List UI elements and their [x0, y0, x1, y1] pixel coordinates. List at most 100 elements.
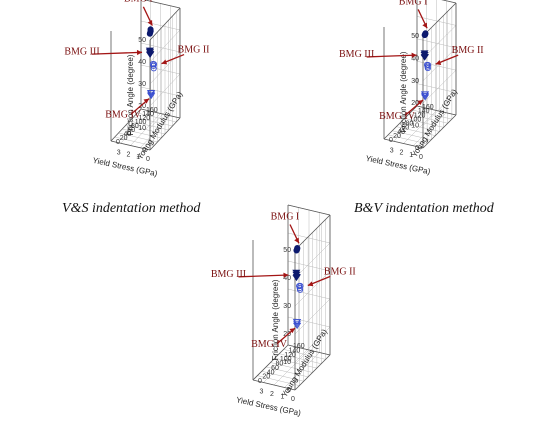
scatter-3d-plot: 010203040500123020406080100120140160Yiel… [211, 204, 356, 418]
z-tick-label: 10 [283, 359, 291, 366]
grid-line [283, 349, 326, 360]
grid-line [408, 114, 448, 124]
grid-line [114, 136, 154, 147]
grid-line [261, 371, 304, 382]
y-tick-label: 20 [120, 135, 128, 142]
z-tick-label: 50 [411, 33, 419, 40]
x-tick-label: 0 [419, 154, 423, 161]
y-tick-label: 100 [135, 119, 147, 126]
annotation-arrow [238, 274, 289, 278]
y-tick-label: 60 [127, 127, 135, 134]
grid-line [149, 29, 181, 63]
data-point [293, 323, 302, 330]
data-point [292, 321, 302, 328]
axis-box-edge [383, 105, 418, 140]
x-tick-label: 1 [409, 152, 413, 159]
grid-line [294, 242, 331, 279]
axis-box-edge [441, 0, 457, 4]
data-point [292, 319, 301, 326]
series-annotation-label: BMG IV [251, 339, 288, 350]
data-point [146, 51, 155, 58]
series-annotation-label: BMG III [339, 49, 374, 60]
y-tick-label: 160 [422, 104, 434, 111]
grid-line [129, 120, 169, 131]
y-tick-label: 0 [389, 137, 393, 144]
chart-panel-bv: 0 10 20 30 40 50 0 1 2 3 0 20 40 60 80 100 120 140 160 Yiel… [275, 0, 550, 200]
annotation-arrowhead [417, 99, 424, 106]
z-tick-label: 40 [411, 55, 419, 62]
axis-box-edge [110, 108, 142, 142]
grid-line [422, 92, 457, 126]
data-point [421, 94, 430, 101]
axis-box-edge [110, 140, 151, 151]
data-point [147, 91, 156, 98]
method-caption-bv: B&V indentation method [354, 201, 494, 216]
grid-line [294, 298, 331, 335]
data-point [294, 245, 301, 252]
grid-line [266, 366, 309, 378]
y-tick-label: 160 [146, 107, 158, 114]
grid-line [392, 130, 432, 140]
grid-line [404, 118, 444, 128]
annotation-arrowhead [161, 59, 168, 65]
grid-line [133, 116, 173, 127]
y-tick-label: 40 [124, 131, 132, 138]
grid-line [270, 362, 313, 373]
y-tick-label: 80 [276, 361, 284, 368]
data-point [147, 93, 156, 100]
z-tick-label: 10 [411, 123, 419, 130]
z-tick-label: 20 [138, 103, 146, 110]
x-tick-label: 1 [136, 154, 140, 161]
grid-line [416, 16, 457, 26]
series-annotation-label: BMG I [271, 211, 300, 222]
scatter-3d-plot: 010203040500123020406080100120140160Yiel… [64, 0, 210, 178]
method-caption-vs: V&S indentation method [62, 201, 201, 216]
y-tick-label: 120 [414, 112, 426, 119]
grid-line [125, 124, 166, 135]
x-tick-label: 3 [260, 389, 264, 396]
x-tick-label: 0 [146, 156, 150, 163]
z-tick-label: 30 [138, 81, 146, 88]
y-tick-label: 140 [418, 108, 430, 115]
grid-line [274, 357, 317, 369]
data-point [145, 47, 154, 54]
y-tick-label: 80 [131, 123, 139, 130]
z-tick-label: 30 [283, 303, 291, 310]
x-tick-label: 3 [117, 149, 121, 156]
data-point [146, 90, 156, 97]
data-point [424, 65, 431, 72]
annotation-arrowhead [289, 328, 296, 334]
z-tick-label: 10 [138, 125, 146, 132]
y-tick-label: 40 [267, 369, 275, 376]
grid-line [149, 95, 181, 129]
data-point [420, 93, 430, 100]
grid-line [257, 375, 300, 386]
x-tick-label: 2 [270, 391, 274, 398]
grid-line [149, 73, 181, 107]
y-tick-label: 20 [393, 133, 401, 140]
series-annotation-label: BMG II [324, 266, 356, 277]
y-tick-label: 60 [401, 125, 409, 132]
axis-box-edge [416, 105, 457, 116]
axis-box-edge [252, 379, 296, 391]
grid-line [422, 70, 457, 104]
grid-line [149, 51, 181, 85]
y-tick-label: 0 [258, 378, 262, 385]
data-point [420, 50, 429, 57]
data-point [296, 282, 303, 290]
axis-box-edge [149, 117, 181, 151]
annotation-arrow [366, 54, 417, 58]
grid-line [294, 270, 331, 307]
y-tick-label: 140 [289, 347, 301, 354]
z-tick-label: 40 [138, 59, 146, 66]
series-annotation-label: BMG II [452, 45, 484, 56]
grid-line [140, 86, 181, 97]
axis-box-edge [143, 0, 181, 9]
z-tick-label: 30 [411, 78, 419, 85]
annotation-arrowhead [143, 98, 150, 104]
z-tick-label: 20 [411, 100, 419, 107]
axis-box-edge [140, 108, 181, 119]
data-point [420, 53, 429, 60]
y-tick-label: 100 [410, 116, 422, 123]
y-tick-label: 20 [262, 374, 270, 381]
